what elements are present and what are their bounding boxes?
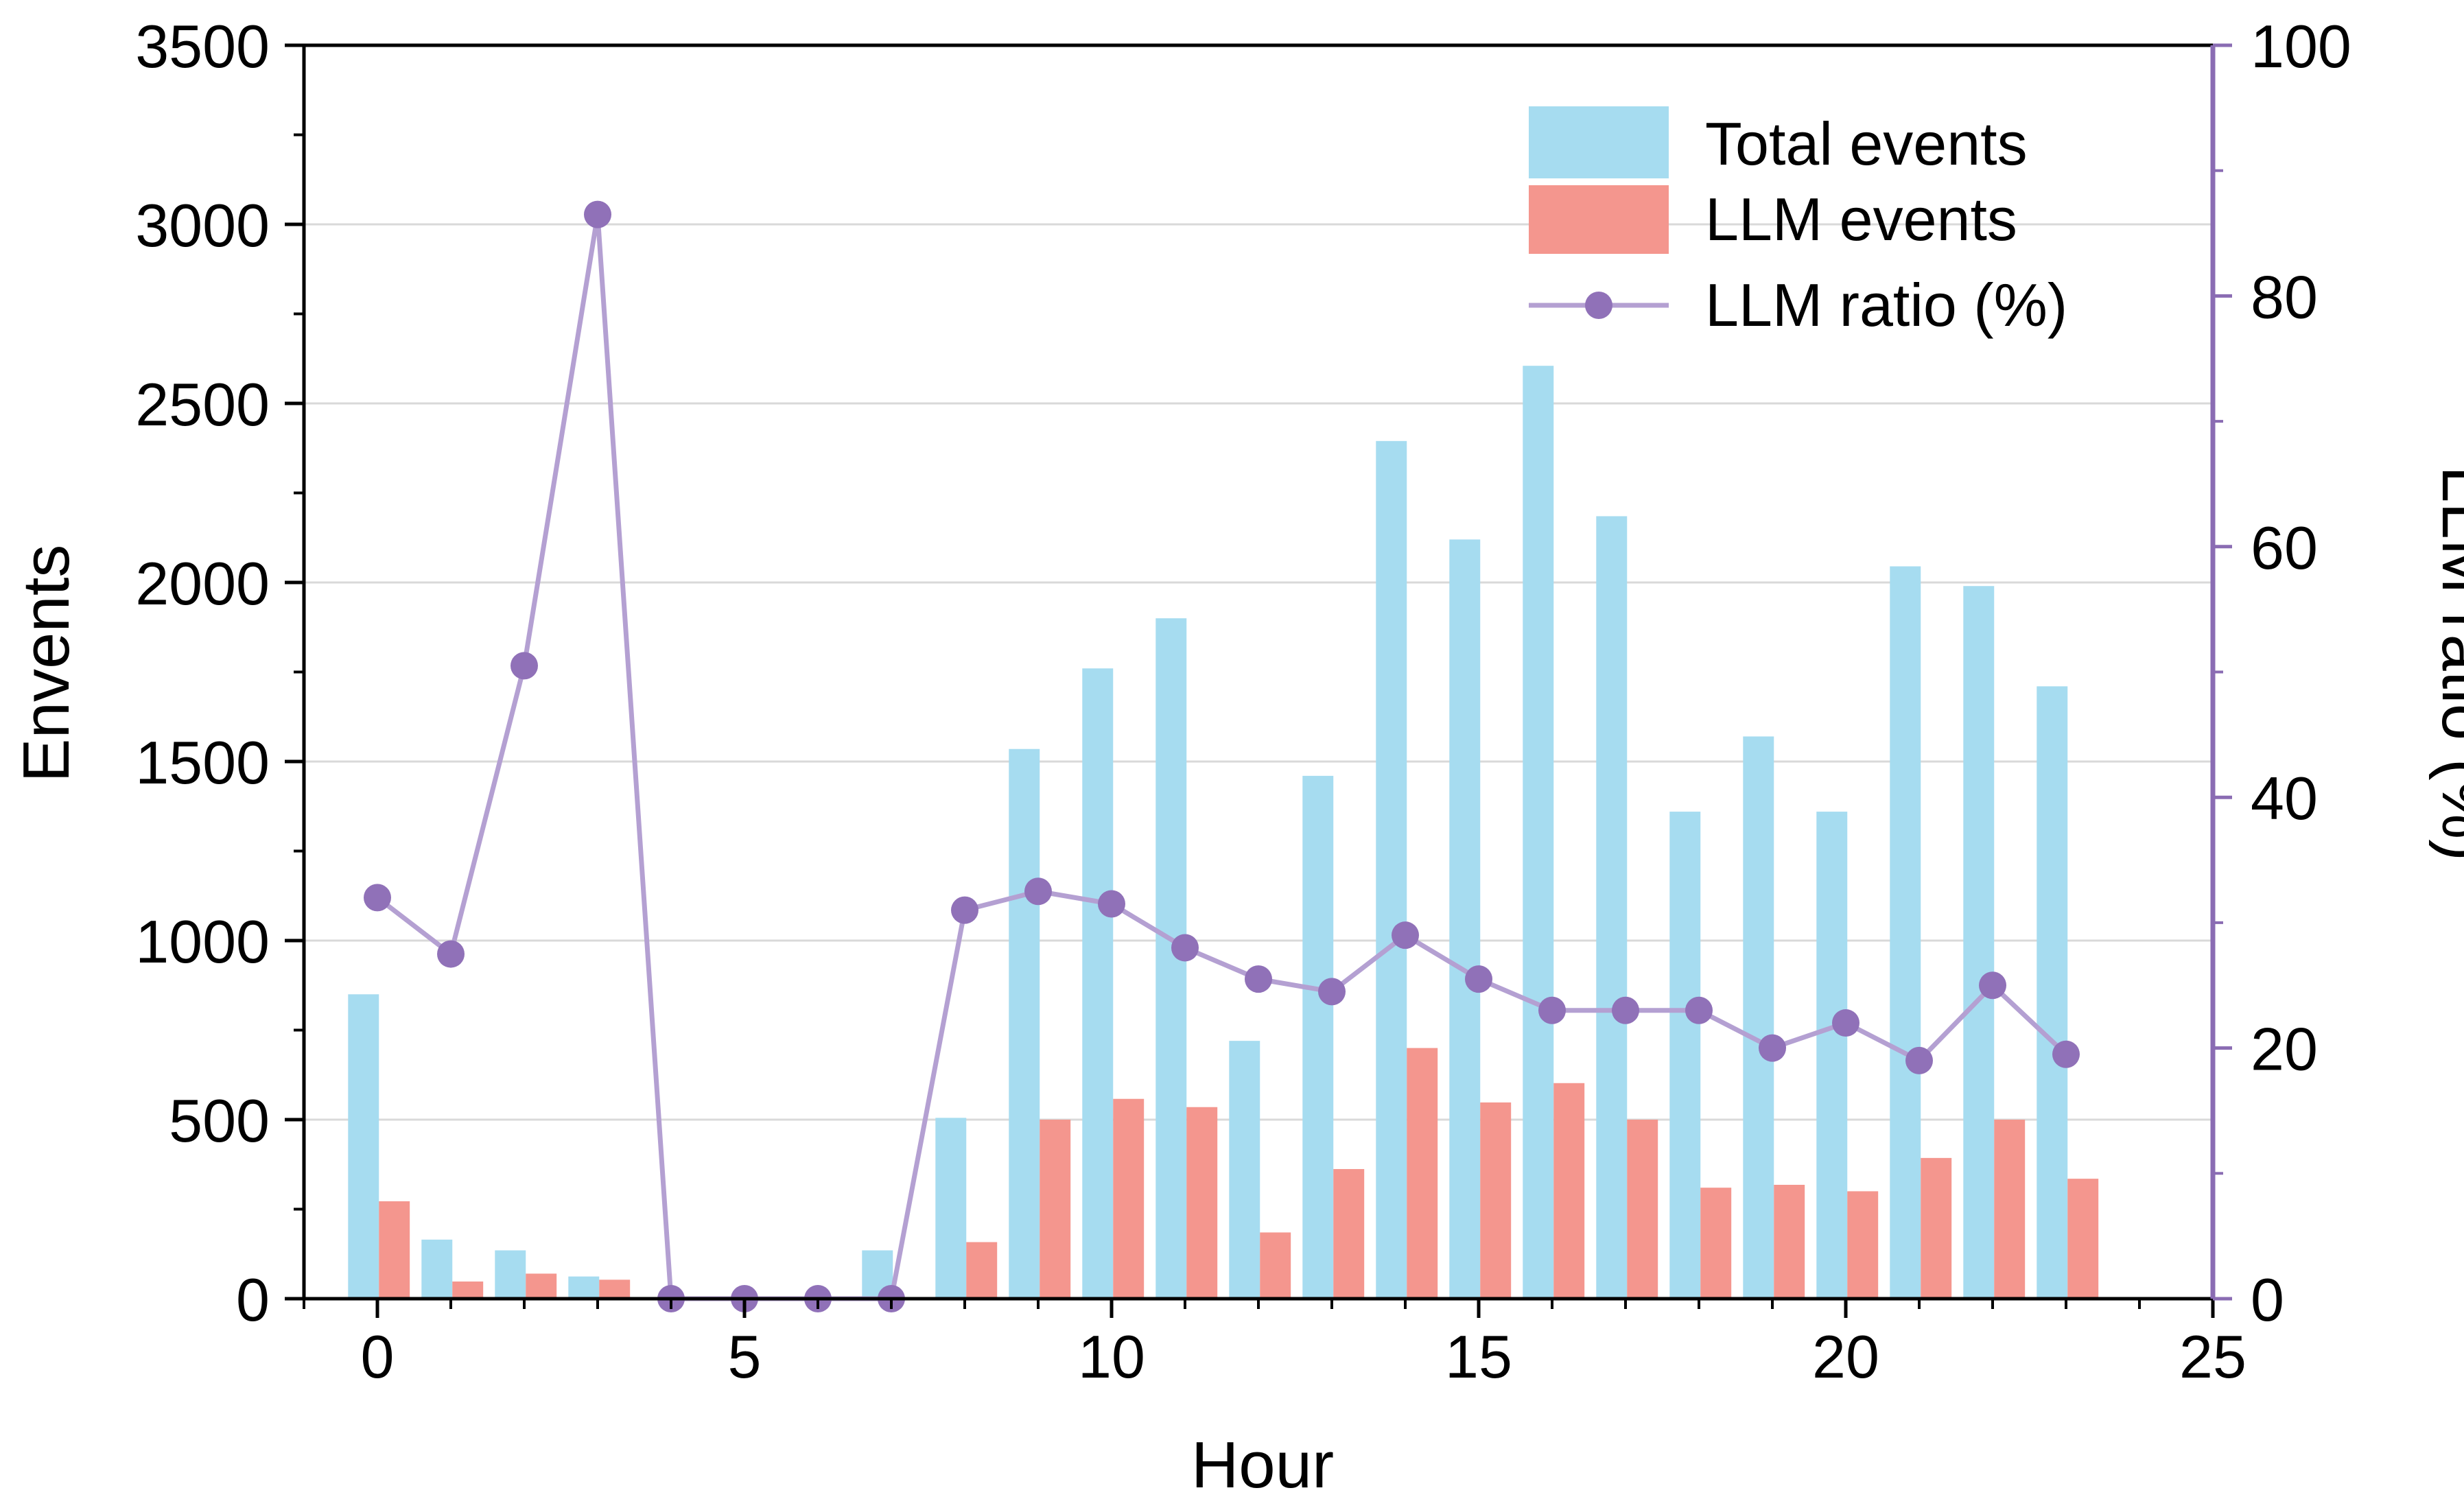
bar-total-events [1376, 440, 1407, 1299]
bar-total-events [495, 1250, 526, 1299]
y-right-tick-label: 0 [2251, 1266, 2284, 1334]
y-right-tick-label: 40 [2251, 764, 2318, 832]
ratio-point [437, 940, 465, 968]
ratio-point [1392, 921, 1419, 949]
y-left-tick-label: 0 [236, 1266, 270, 1334]
bar-total-events [1890, 566, 1921, 1299]
y-axis-left-title: Envents [10, 545, 83, 783]
bar-llm-events [966, 1242, 998, 1299]
y-left-tick-label: 500 [169, 1087, 270, 1155]
legend-label-llm-ratio: LLM ratio (%) [1705, 271, 2067, 339]
x-tick-label: 0 [361, 1323, 395, 1391]
ratio-point [1685, 996, 1713, 1024]
legend-swatch-llm-events [1529, 185, 1669, 254]
x-tick-label: 5 [728, 1323, 762, 1391]
bar-llm-events [1407, 1048, 1438, 1299]
ratio-point [1905, 1046, 1933, 1074]
y-left-tick-label: 3500 [135, 12, 270, 80]
x-axis-title: Hour [1191, 1428, 1334, 1502]
ratio-point [1612, 996, 1639, 1024]
ratio-point [1538, 996, 1566, 1024]
ratio-point [511, 652, 538, 680]
bar-llm-events [2067, 1179, 2099, 1299]
bar-llm-events [1186, 1107, 1218, 1299]
bar-total-events [1743, 736, 1774, 1299]
bar-total-events [1963, 586, 1995, 1299]
ratio-point [584, 200, 611, 228]
bar-total-events [348, 994, 379, 1299]
ratio-point [1465, 965, 1492, 993]
bar-total-events [1669, 812, 1701, 1299]
ratio-point [1979, 971, 2006, 1000]
bar-llm-events [1994, 1120, 2026, 1299]
bar-llm-events [1627, 1120, 1658, 1299]
bar-llm-events [379, 1201, 410, 1299]
ratio-point [2052, 1040, 2080, 1068]
bar-total-events [421, 1239, 453, 1299]
y-right-tick-label: 100 [2251, 12, 2351, 80]
legend-label-llm-events: LLM events [1705, 185, 2017, 253]
bars [348, 366, 2099, 1299]
bar-total-events [1449, 539, 1481, 1299]
legend: Total events LLM events LLM ratio (%) [1529, 106, 2067, 339]
bar-llm-events [1553, 1083, 1585, 1299]
ratio-point [1759, 1034, 1786, 1062]
y-right-tick-label: 20 [2251, 1015, 2318, 1083]
bar-total-events [2037, 686, 2068, 1299]
y-left-tick-label: 2500 [135, 370, 270, 438]
bar-total-events [1082, 668, 1114, 1299]
bar-total-events [935, 1118, 967, 1299]
x-tick-label: 20 [1812, 1323, 1879, 1391]
legend-label-total-events: Total events [1705, 110, 2028, 178]
bar-llm-events [1480, 1102, 1512, 1299]
y-right-tick-label: 60 [2251, 514, 2318, 582]
x-tick-label: 10 [1078, 1323, 1145, 1391]
bar-llm-events [1700, 1188, 1732, 1299]
y-axis-right-title: LLM ratio (%) [2428, 466, 2464, 861]
ratio-point [951, 896, 978, 924]
x-tick-label: 15 [1445, 1323, 1512, 1391]
bar-llm-events [1260, 1232, 1291, 1299]
bar-llm-events [599, 1279, 631, 1299]
ratio-point [364, 884, 391, 912]
ticks: 0 5 10 15 20 25050010001500200025003000350002… [135, 12, 2351, 1391]
y-left-tick-label: 1500 [135, 729, 270, 797]
bar-llm-events [452, 1281, 484, 1299]
ratio-point [1171, 934, 1199, 962]
bar-llm-events [1921, 1157, 1952, 1299]
bar-llm-events [1774, 1185, 1805, 1299]
legend-swatch-total-events [1529, 106, 1669, 178]
ratio-point [1098, 890, 1125, 918]
bar-llm-events [526, 1273, 557, 1299]
bar-total-events [1009, 748, 1040, 1299]
x-tick-label: 25 [2179, 1323, 2246, 1391]
y-right-tick-label: 80 [2251, 263, 2318, 331]
y-left-tick-label: 2000 [135, 550, 270, 617]
ratio-point [1832, 1009, 1859, 1037]
bar-llm-events [1333, 1169, 1365, 1299]
bar-total-events [568, 1276, 600, 1299]
bar-llm-events [1847, 1191, 1879, 1299]
legend-marker-llm-ratio [1585, 292, 1612, 319]
bar-total-events [1816, 812, 1848, 1299]
ratio-point [1024, 877, 1052, 906]
bar-total-events [1229, 1041, 1260, 1299]
y-left-tick-label: 1000 [135, 908, 270, 976]
bar-llm-events [1040, 1120, 1071, 1299]
bar-total-events [1596, 516, 1628, 1299]
bar-llm-events [1113, 1098, 1145, 1299]
y-left-tick-label: 3000 [135, 191, 270, 259]
ratio-point [1318, 978, 1346, 1006]
bar-total-events [1302, 775, 1334, 1299]
bar-total-events [1523, 366, 1554, 1299]
ratio-point [1245, 965, 1272, 993]
